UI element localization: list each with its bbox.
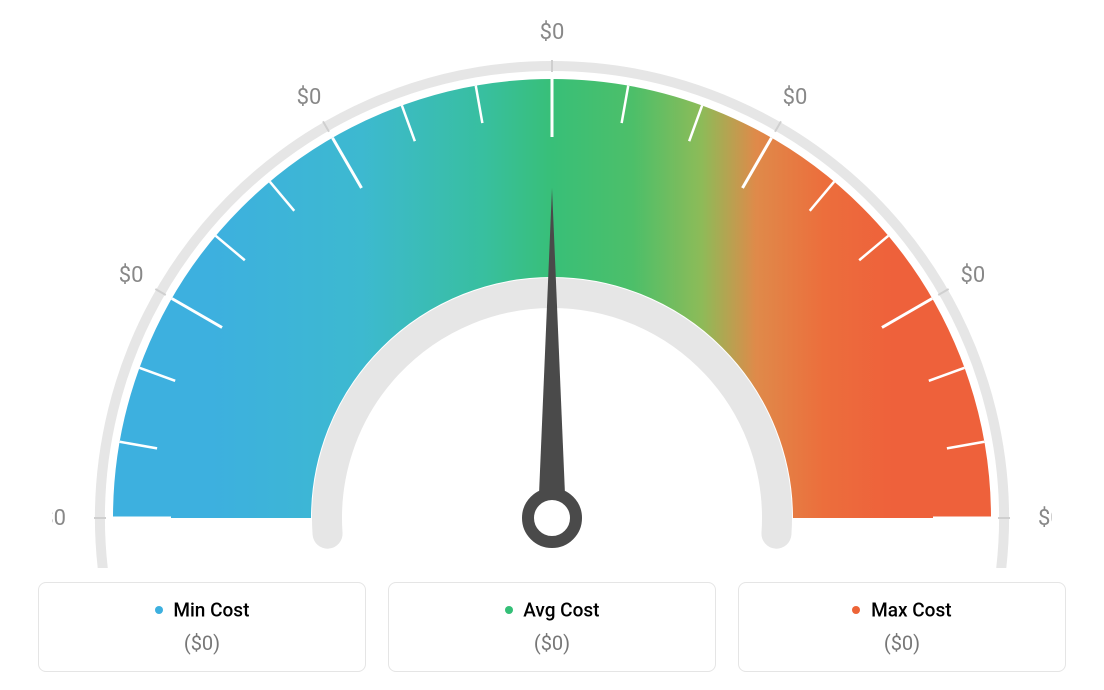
legend-label-min: Min Cost [173, 598, 249, 621]
svg-text:$0: $0 [119, 263, 144, 288]
svg-text:$0: $0 [961, 263, 986, 288]
legend-value-min: ($0) [49, 631, 355, 655]
legend-card-max: Max Cost ($0) [738, 582, 1066, 672]
dot-icon [505, 606, 513, 614]
legend-title-max: Max Cost [749, 597, 1055, 621]
legend-row: Min Cost ($0) Avg Cost ($0) Max Cost ($0… [38, 582, 1066, 672]
svg-text:$0: $0 [1038, 506, 1052, 531]
legend-title-min: Min Cost [49, 597, 355, 621]
legend-label-max: Max Cost [871, 598, 951, 621]
cost-gauge: $0 $0 $0 $0 $0 $0 $0 [52, 8, 1052, 568]
svg-text:$0: $0 [52, 506, 66, 531]
legend-value-avg: ($0) [399, 631, 705, 655]
svg-text:$0: $0 [540, 20, 565, 45]
svg-text:$0: $0 [297, 85, 322, 110]
legend-label-avg: Avg Cost [523, 598, 599, 621]
legend-title-avg: Avg Cost [399, 597, 705, 621]
legend-card-min: Min Cost ($0) [38, 582, 366, 672]
dot-icon [852, 606, 860, 614]
legend-value-max: ($0) [749, 631, 1055, 655]
dot-icon [155, 606, 163, 614]
svg-text:$0: $0 [783, 85, 808, 110]
legend-card-avg: Avg Cost ($0) [388, 582, 716, 672]
